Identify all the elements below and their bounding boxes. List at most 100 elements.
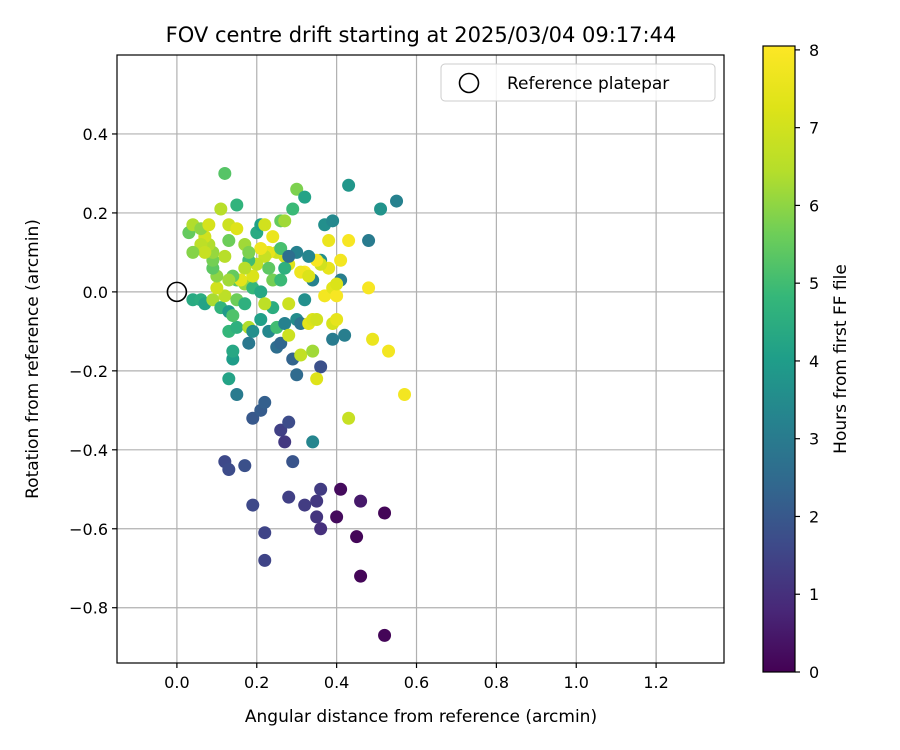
y-tick-label: −0.2 bbox=[69, 362, 108, 381]
x-tick-label: 1.0 bbox=[564, 673, 589, 692]
grid bbox=[117, 55, 724, 663]
data-point bbox=[322, 234, 336, 248]
data-point bbox=[186, 245, 200, 259]
data-point bbox=[282, 490, 296, 504]
data-point bbox=[282, 249, 296, 263]
x-tick-label: 0.6 bbox=[404, 673, 429, 692]
data-point bbox=[302, 249, 316, 263]
data-point bbox=[298, 498, 312, 512]
data-point bbox=[330, 289, 344, 303]
x-tick-label: 0.4 bbox=[324, 673, 349, 692]
data-point bbox=[326, 332, 340, 346]
colorbar-tick-label: 3 bbox=[809, 430, 819, 449]
y-tick-label: −0.8 bbox=[69, 599, 108, 618]
data-point bbox=[202, 218, 216, 232]
chart-title: FOV centre drift starting at 2025/03/04 … bbox=[166, 23, 677, 47]
x-tick-label: 0.8 bbox=[484, 673, 509, 692]
data-point bbox=[246, 411, 260, 425]
x-axis: 0.0 0.2 0.4 0.6 0.8 1.0 1.2 bbox=[164, 663, 669, 692]
colorbar-tick-label: 1 bbox=[809, 585, 819, 604]
data-points bbox=[182, 166, 412, 642]
legend-box bbox=[440, 63, 716, 102]
data-point bbox=[262, 261, 276, 275]
data-point bbox=[282, 415, 296, 429]
data-point bbox=[342, 178, 356, 192]
data-point bbox=[238, 261, 252, 275]
data-point bbox=[222, 234, 236, 248]
data-point bbox=[258, 395, 272, 409]
data-point bbox=[378, 628, 392, 642]
data-point bbox=[342, 234, 356, 248]
x-tick-label: 0.0 bbox=[164, 673, 189, 692]
data-point bbox=[342, 411, 356, 425]
data-point bbox=[246, 324, 260, 338]
data-point bbox=[326, 214, 340, 228]
x-tick-label: 0.2 bbox=[244, 673, 269, 692]
legend-reference-marker bbox=[458, 72, 480, 94]
data-point bbox=[222, 273, 236, 287]
data-point bbox=[314, 522, 328, 536]
data-point bbox=[226, 309, 240, 323]
colorbar-tick-label: 5 bbox=[809, 274, 819, 293]
data-point bbox=[314, 482, 328, 496]
data-point bbox=[274, 241, 288, 255]
data-point bbox=[258, 526, 272, 540]
data-point bbox=[330, 510, 344, 524]
data-point bbox=[294, 348, 308, 362]
data-point bbox=[254, 313, 268, 327]
colorbar-label: Hours from first FF file bbox=[831, 264, 851, 454]
data-point bbox=[218, 166, 232, 180]
data-point bbox=[274, 273, 288, 287]
data-point bbox=[210, 281, 224, 295]
colorbar-tick-label: 8 bbox=[809, 41, 819, 60]
data-point bbox=[290, 368, 304, 382]
data-point bbox=[246, 498, 260, 512]
data-point bbox=[230, 388, 244, 402]
data-point bbox=[362, 281, 376, 295]
data-point bbox=[218, 289, 232, 303]
colorbar-ticks: 0 1 2 3 4 5 6 7 8 bbox=[795, 41, 819, 682]
data-point bbox=[334, 253, 348, 267]
data-point bbox=[310, 510, 324, 524]
data-point bbox=[362, 234, 376, 248]
data-point bbox=[278, 435, 292, 449]
data-point bbox=[222, 463, 236, 477]
data-point bbox=[374, 202, 388, 216]
legend-reference-label: Reference platepar bbox=[507, 74, 669, 94]
data-point bbox=[354, 569, 368, 583]
data-point bbox=[286, 202, 300, 216]
data-point bbox=[254, 285, 268, 299]
reference-layer bbox=[166, 281, 188, 303]
y-axis-label: Rotation from reference (arcmin) bbox=[23, 219, 43, 499]
data-point bbox=[266, 230, 280, 244]
data-point bbox=[306, 344, 320, 358]
data-point bbox=[398, 388, 412, 402]
data-point bbox=[334, 482, 348, 496]
data-point bbox=[298, 190, 312, 204]
y-tick-label: 0.0 bbox=[83, 283, 108, 302]
data-point bbox=[302, 269, 316, 283]
data-point bbox=[354, 494, 368, 508]
data-point bbox=[382, 344, 396, 358]
x-axis-label: Angular distance from reference (arcmin) bbox=[245, 707, 597, 727]
data-point bbox=[274, 423, 288, 437]
data-point bbox=[258, 218, 272, 232]
data-point bbox=[230, 222, 244, 236]
y-axis: 0.4 0.2 0.0 −0.2 −0.4 −0.6 −0.8 bbox=[69, 125, 117, 618]
data-point bbox=[282, 328, 296, 342]
data-point bbox=[290, 182, 304, 196]
y-tick-label: 0.4 bbox=[83, 125, 108, 144]
data-point bbox=[366, 332, 380, 346]
data-point bbox=[390, 194, 404, 208]
data-point bbox=[310, 494, 324, 508]
data-point bbox=[310, 372, 324, 386]
data-point bbox=[230, 320, 244, 334]
colorbar-tick-label: 7 bbox=[809, 119, 819, 138]
data-point bbox=[318, 289, 332, 303]
colorbar-tick-label: 4 bbox=[809, 352, 819, 371]
colorbar-tick-label: 2 bbox=[809, 507, 819, 526]
data-point bbox=[230, 198, 244, 212]
data-point bbox=[338, 328, 352, 342]
data-point bbox=[258, 553, 272, 567]
